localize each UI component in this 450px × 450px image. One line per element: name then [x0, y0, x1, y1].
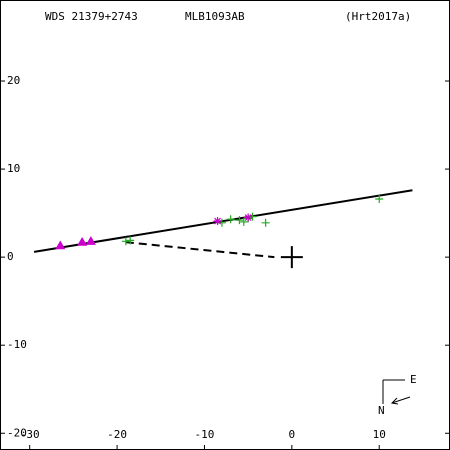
x-tick-label: -30 — [20, 428, 40, 441]
point — [375, 195, 384, 204]
orbit-line — [125, 241, 275, 259]
compass-north: N — [378, 404, 385, 417]
compass — [382, 379, 411, 405]
point — [244, 213, 253, 222]
x-tick-label: -10 — [195, 428, 215, 441]
y-tick-label: 0 — [7, 250, 14, 263]
y-tick-label: -10 — [7, 338, 27, 351]
compass-arrow — [391, 396, 411, 404]
compass-arrowhead — [390, 397, 399, 405]
point — [261, 218, 270, 227]
point — [226, 215, 235, 224]
point — [85, 236, 96, 245]
compass-east: E — [410, 373, 417, 386]
y-tick-label: -20 — [7, 426, 27, 439]
point — [239, 217, 248, 226]
point — [121, 237, 130, 246]
point — [55, 240, 66, 250]
header-wds: WDS 21379+2743 — [45, 10, 138, 23]
y-tick-label: 20 — [7, 74, 20, 87]
point — [77, 236, 88, 246]
x-tick-label: -20 — [107, 428, 127, 441]
point — [213, 217, 222, 226]
header-ref: (Hrt2017a) — [345, 10, 411, 23]
header-name: MLB1093AB — [185, 10, 245, 23]
point — [235, 216, 244, 225]
point — [126, 236, 135, 245]
orbit-line — [33, 189, 413, 253]
x-tick-label: 10 — [373, 428, 386, 441]
y-tick-label: 10 — [7, 162, 20, 175]
x-tick-label: 0 — [289, 428, 296, 441]
primary-star — [280, 246, 303, 269]
